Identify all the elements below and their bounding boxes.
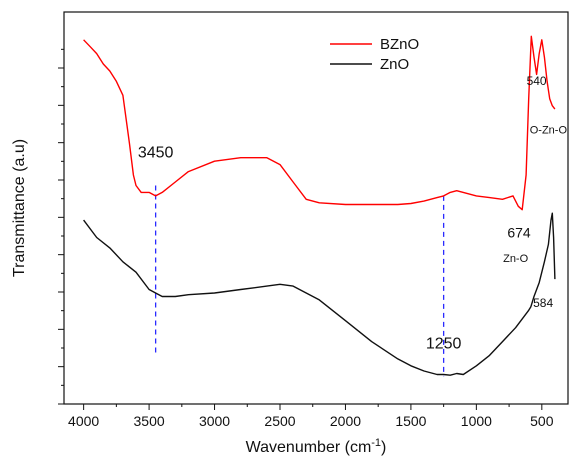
- x-tick-label: 4000: [68, 413, 99, 429]
- x-axis-title: Wavenumber (cm-1): [246, 437, 387, 456]
- x-tick-label: 2500: [264, 413, 295, 429]
- legend-label-bzno: BZnO: [380, 36, 419, 53]
- annotation-3450: 3450: [138, 145, 174, 162]
- annotation-540: 540: [527, 74, 547, 88]
- series-line-bzno: [83, 35, 556, 211]
- annotation-o-zn-o: O-Zn-O: [530, 124, 568, 136]
- x-tick-label: 3000: [199, 413, 230, 429]
- legend-label-zno: ZnO: [380, 56, 409, 73]
- x-tick-label: 1500: [395, 413, 426, 429]
- y-axis-title: Transmittance (a.u): [11, 139, 28, 277]
- annotation-1250: 1250: [426, 335, 462, 352]
- x-tick-label: 2000: [330, 413, 361, 429]
- annotation-zn-o: Zn-O: [503, 253, 529, 265]
- x-tick-label: 3500: [134, 413, 165, 429]
- x-tick-label: 500: [530, 413, 554, 429]
- x-tick-label: 1000: [461, 413, 492, 429]
- series-line-zno: [83, 212, 556, 376]
- annotation-584: 584: [533, 296, 553, 310]
- annotation-674: 674: [507, 224, 531, 240]
- plot-frame: [63, 11, 569, 405]
